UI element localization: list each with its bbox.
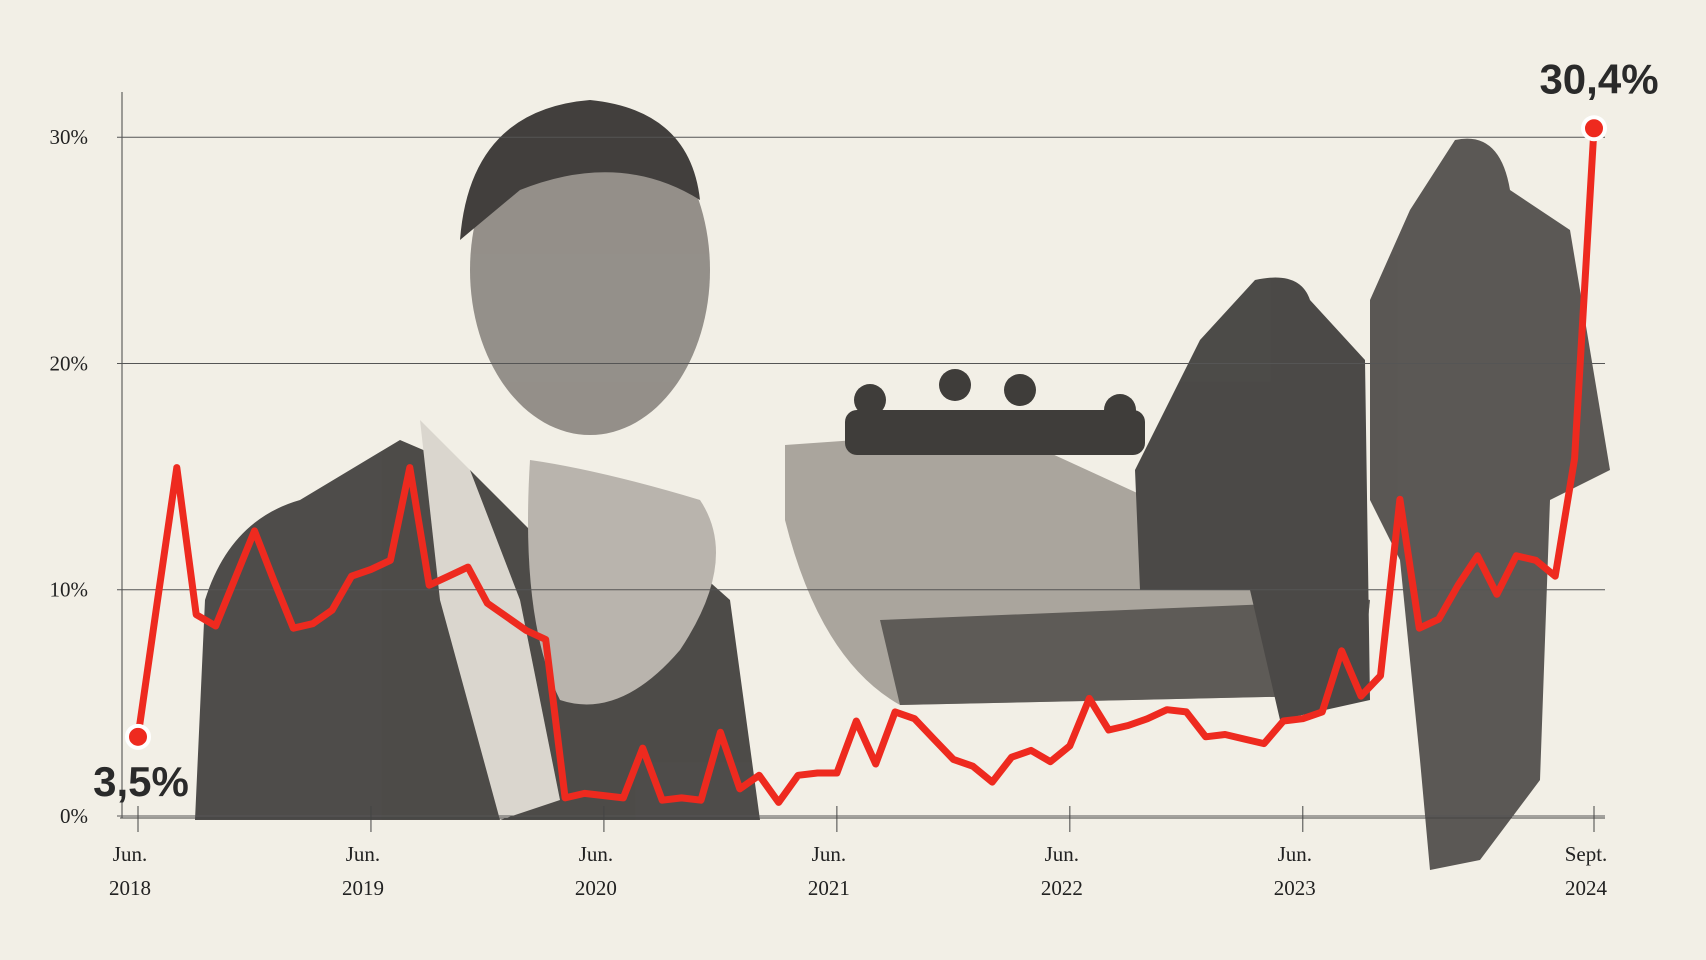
x-tick-label: 2023	[1274, 876, 1316, 900]
photo-man-hair	[460, 100, 700, 240]
x-tick-label: Jun.	[1278, 842, 1312, 866]
x-tick-label: 2020	[575, 876, 617, 900]
data-line	[134, 124, 1598, 806]
photo-man-shirt	[420, 420, 560, 820]
photo-collage	[195, 100, 1610, 871]
end-dot	[125, 723, 151, 750]
value-label: 3,5%	[93, 758, 189, 805]
photo-passengers	[845, 369, 1145, 455]
value-label: 30,4%	[1539, 55, 1658, 102]
photo-boat-hull	[880, 600, 1370, 705]
x-tick-label: 2019	[342, 876, 384, 900]
x-tick-label: 2024	[1565, 876, 1608, 900]
x-tick-label: Jun.	[1045, 842, 1079, 866]
photo-man-head	[470, 105, 710, 435]
x-tick-label: 2021	[808, 876, 850, 900]
x-tick-label: Jun.	[579, 842, 613, 866]
x-tick-label: Jun.	[346, 842, 380, 866]
end-dot	[1581, 115, 1607, 142]
x-tick-label: 2018	[109, 876, 151, 900]
y-tick-label: 0%	[60, 804, 88, 828]
y-tick-label: 10%	[50, 578, 89, 602]
photo-walker-1	[1135, 277, 1370, 720]
photo-man-hand	[528, 460, 716, 705]
x-tick-label: Sept.	[1565, 842, 1608, 866]
x-tick-label: Jun.	[113, 842, 147, 866]
x-tick-label: 2022	[1041, 876, 1083, 900]
y-tick-label: 20%	[50, 351, 89, 375]
x-tick-label: Jun.	[812, 842, 846, 866]
photo-walker-2	[1370, 138, 1610, 871]
y-tick-label: 30%	[50, 125, 89, 149]
